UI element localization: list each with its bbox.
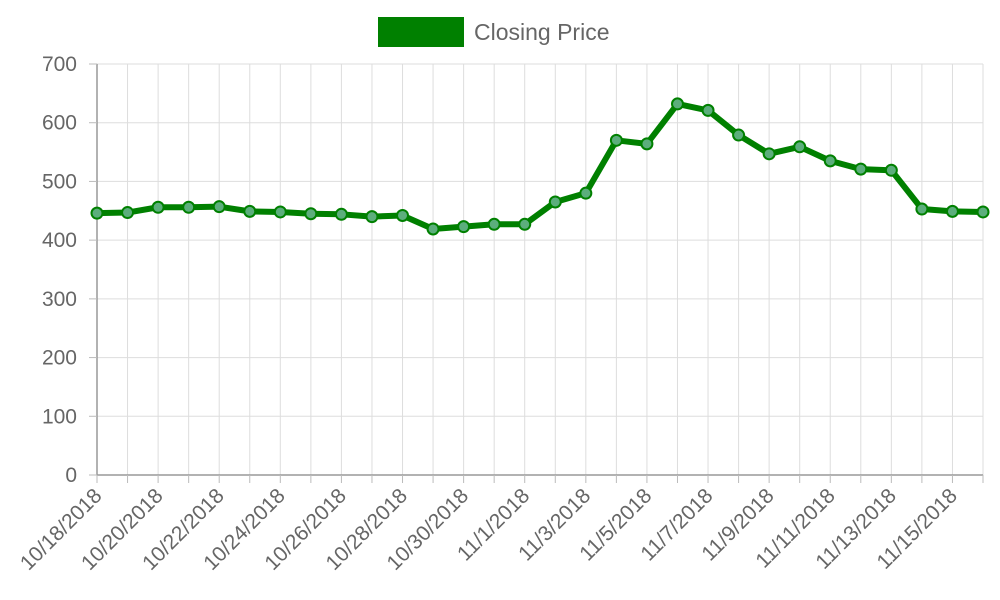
y-tick-label: 0 xyxy=(65,464,77,487)
data-point[interactable] xyxy=(976,205,990,219)
x-axis-ticks: 10/18/201810/20/201810/22/201810/24/2018… xyxy=(16,475,984,575)
data-point[interactable] xyxy=(396,208,410,222)
data-point[interactable] xyxy=(854,162,868,176)
y-axis-ticks: 0 100 200 300 400 500 600 700 xyxy=(42,53,97,487)
data-point[interactable] xyxy=(90,206,104,220)
data-point[interactable] xyxy=(121,206,135,220)
y-tick-label: 600 xyxy=(42,112,77,135)
data-point[interactable] xyxy=(487,217,501,231)
y-tick-label: 700 xyxy=(42,53,77,76)
data-point[interactable] xyxy=(273,205,287,219)
data-point[interactable] xyxy=(945,204,959,218)
data-point[interactable] xyxy=(579,186,593,200)
chart-legend[interactable]: Closing Price xyxy=(378,17,610,47)
data-point[interactable] xyxy=(426,222,440,236)
y-tick-label: 100 xyxy=(42,405,77,428)
data-point[interactable] xyxy=(823,154,837,168)
chart-grid xyxy=(96,63,984,475)
data-point[interactable] xyxy=(151,200,165,214)
chart-series xyxy=(90,97,990,236)
y-tick-label: 300 xyxy=(42,288,77,311)
data-point[interactable] xyxy=(701,103,715,117)
y-tick-label: 400 xyxy=(42,229,77,252)
data-point[interactable] xyxy=(457,220,471,234)
legend-label[interactable]: Closing Price xyxy=(474,19,610,45)
data-point[interactable] xyxy=(304,207,318,221)
chart-axes xyxy=(96,64,983,476)
data-point[interactable] xyxy=(884,163,898,177)
data-point[interactable] xyxy=(243,204,257,218)
data-point[interactable] xyxy=(732,128,746,142)
y-tick-label: 500 xyxy=(42,170,77,193)
data-point[interactable] xyxy=(182,200,196,214)
data-point[interactable] xyxy=(609,133,623,147)
data-point[interactable] xyxy=(640,137,654,151)
data-point[interactable] xyxy=(212,200,226,214)
data-point[interactable] xyxy=(334,207,348,221)
data-point[interactable] xyxy=(915,202,929,216)
data-point[interactable] xyxy=(670,97,684,111)
data-point[interactable] xyxy=(762,147,776,161)
data-point[interactable] xyxy=(548,195,562,209)
legend-swatch[interactable] xyxy=(378,17,464,47)
y-tick-label: 200 xyxy=(42,347,77,370)
data-point[interactable] xyxy=(365,210,379,224)
data-point[interactable] xyxy=(518,217,532,231)
data-point[interactable] xyxy=(793,140,807,154)
